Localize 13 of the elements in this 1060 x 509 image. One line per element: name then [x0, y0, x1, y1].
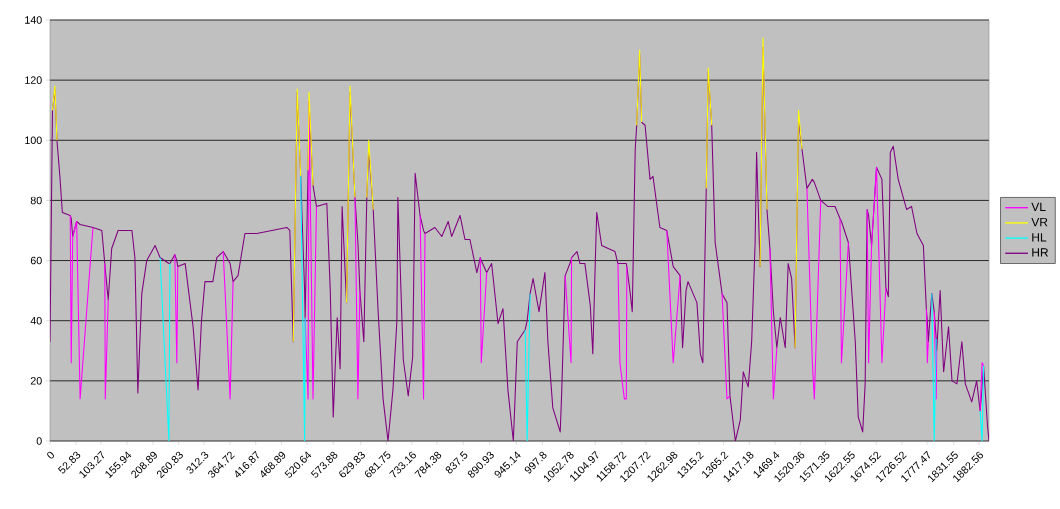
x-tick-label: 0 — [47, 451, 54, 459]
y-tick-label: 100 — [25, 136, 42, 145]
legend-label: HR — [1032, 248, 1049, 257]
y-tick-label: 120 — [25, 76, 42, 84]
y-tick-label: 20 — [30, 377, 42, 385]
y-tick-label: 0 — [36, 437, 42, 445]
y-tick-label: 60 — [30, 256, 42, 265]
legend-label: HL — [1032, 233, 1047, 242]
y-tick-label: 40 — [30, 316, 42, 325]
legend-label: VR — [1031, 217, 1048, 227]
y-tick-label: 140 — [25, 16, 42, 24]
y-tick-label: 80 — [30, 196, 42, 205]
legend-label: VL — [1031, 202, 1046, 212]
